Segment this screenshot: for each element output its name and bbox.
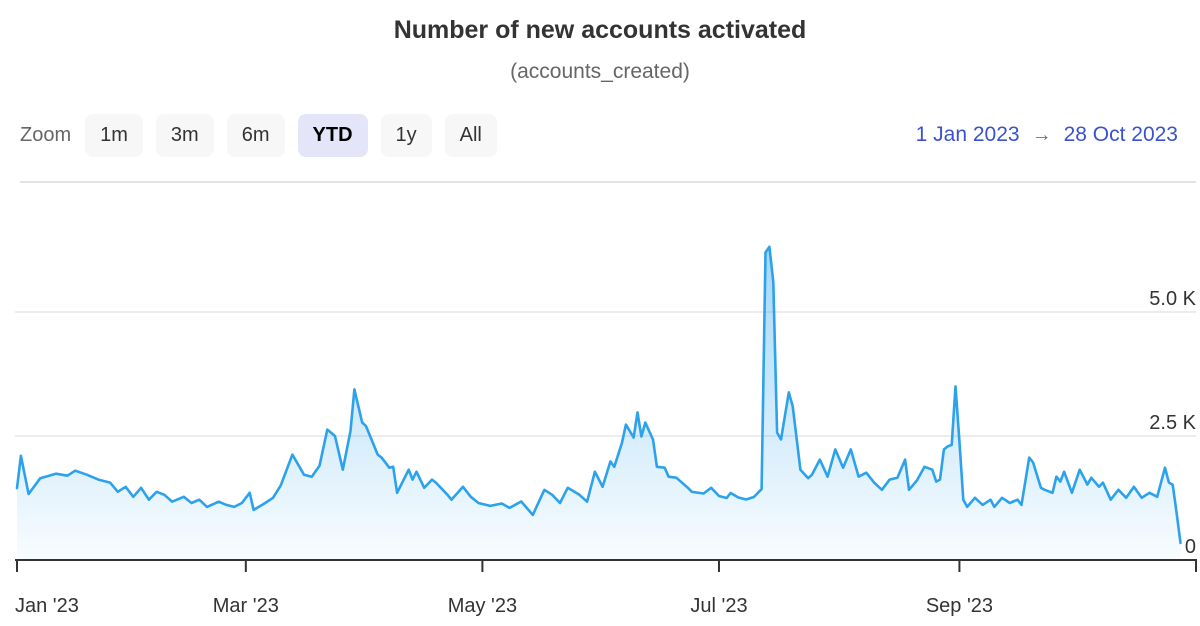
range-to-input[interactable]: 28 Oct 2023	[1063, 123, 1178, 146]
chart-title: Number of new accounts activated	[393, 16, 807, 44]
zoom-button-all[interactable]: All	[444, 113, 497, 157]
range-from-input[interactable]: 1 Jan 2023	[915, 123, 1020, 146]
zoom-button-3m[interactable]: 3m	[155, 113, 214, 157]
zoom-button-1m[interactable]: 1m	[85, 113, 143, 157]
zoom-button-group: 1m 3m 6m YTD 1y All	[85, 113, 497, 157]
x-axis-label-Sep23: Sep '23	[926, 595, 993, 617]
zoom-button-1y[interactable]: 1y	[380, 113, 432, 157]
chart-subtitle: (accounts_created)	[510, 60, 690, 83]
y-axis-label-0: 0	[1185, 536, 1196, 558]
toolbar: Zoom 1m 3m 6m YTD 1y All 1 Jan 2023 → 28 Oct …	[20, 113, 1178, 157]
zoom-button-6m[interactable]: 6m	[226, 113, 285, 157]
y-axis-label-2.5K: 2.5 K	[1149, 412, 1196, 434]
zoom-button-ytd[interactable]: YTD	[297, 113, 368, 157]
divider	[20, 181, 1196, 183]
date-range: 1 Jan 2023 → 28 Oct 2023	[916, 123, 1178, 147]
x-axis-label-May23: May '23	[448, 595, 517, 617]
arrow-right-icon: →	[1031, 123, 1052, 146]
line-series-accounts-created[interactable]	[15, 245, 1182, 545]
zoom-label: Zoom	[20, 123, 72, 146]
y-axis-label-5.0K: 5.0 K	[1149, 288, 1196, 310]
area-chart-plot[interactable]: 0 2.5 K 5.0 K Jan '23 Mar '23 May '23 Jul '23 S…	[0, 180, 1200, 626]
area-series-fill	[17, 246, 1181, 561]
x-axis-label-Jul23: Jul '23	[690, 595, 747, 617]
x-axis-label-Jan23: Jan '23	[15, 595, 79, 617]
x-axis-label-Mar23: Mar '23	[213, 595, 279, 617]
